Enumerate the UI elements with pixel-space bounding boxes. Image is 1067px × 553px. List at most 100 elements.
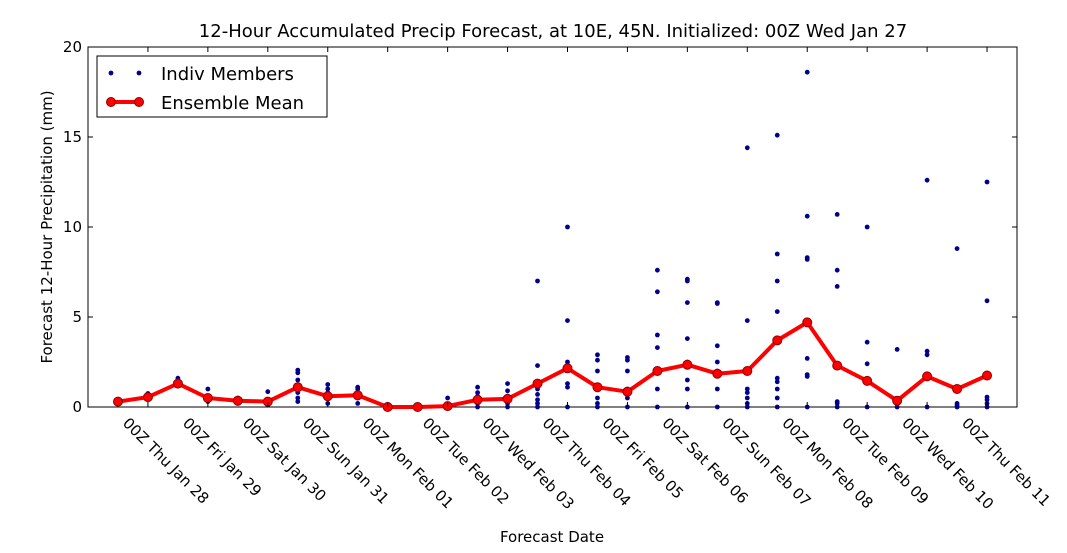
indiv-member-point <box>505 381 510 386</box>
indiv-member-point <box>535 397 540 403</box>
legend: Indiv Members Ensemble Mean <box>96 55 328 118</box>
indiv-member-point <box>804 69 810 75</box>
indiv-member-point <box>355 401 361 406</box>
legend-mean-marker <box>106 97 116 107</box>
indiv-member-point <box>774 375 780 381</box>
ensemble-mean-point <box>862 375 873 386</box>
ensemble-mean-point <box>112 396 123 407</box>
indiv-member-point <box>744 318 750 323</box>
indiv-member-point <box>774 278 780 284</box>
indiv-member-point <box>834 212 840 217</box>
indiv-member-point <box>744 386 750 392</box>
ensemble-mean-point <box>832 360 843 371</box>
indiv-member-point <box>684 300 690 305</box>
indiv-member-point <box>295 399 301 404</box>
indiv-member-point <box>774 404 780 410</box>
indiv-member-point <box>684 377 690 383</box>
indiv-member-point <box>774 309 780 314</box>
indiv-member-point <box>625 368 630 374</box>
indiv-member-point <box>654 386 660 392</box>
y-tick-label: 5 <box>72 308 82 326</box>
indiv-member-point <box>654 404 660 410</box>
indiv-member-point <box>565 359 570 365</box>
indiv-member-point <box>565 381 570 386</box>
indiv-member-point <box>595 368 600 374</box>
ensemble-mean-point <box>472 394 483 405</box>
legend-label-indiv: Indiv Members <box>161 64 294 85</box>
indiv-member-point <box>445 395 451 401</box>
indiv-member-point <box>684 336 690 341</box>
indiv-member-point <box>864 361 870 367</box>
ensemble-mean-point <box>172 378 183 389</box>
indiv-member-point <box>864 339 870 345</box>
y-axis: 0 5 10 15 20 <box>63 38 1017 416</box>
ensemble-mean-point <box>772 335 783 346</box>
ensemble-mean-point <box>952 384 963 394</box>
ensemble-mean-point <box>682 359 693 370</box>
indiv-member-point <box>894 347 900 352</box>
indiv-member-point <box>625 395 630 401</box>
indiv-member-point <box>205 386 211 392</box>
indiv-member-point <box>595 352 600 358</box>
indiv-member-point <box>894 404 900 410</box>
x-axis-label: Forecast Date <box>500 528 604 546</box>
ensemble-mean-point <box>802 317 813 328</box>
ensemble-mean-point <box>292 382 303 393</box>
indiv-member-point <box>535 392 540 397</box>
indiv-member-point <box>505 388 510 394</box>
y-tick-label: 0 <box>72 398 82 416</box>
indiv-member-point <box>834 399 840 404</box>
ensemble-mean-point <box>892 395 903 406</box>
ensemble-mean-point <box>352 390 363 401</box>
y-tick-label: 15 <box>63 128 82 146</box>
indiv-member-point <box>684 276 690 282</box>
indiv-member-point <box>654 267 660 273</box>
indiv-member-point <box>924 348 930 354</box>
indiv-member-point <box>984 394 990 400</box>
indiv-member-point <box>804 255 810 260</box>
ensemble-mean-point <box>742 366 753 376</box>
indiv-member-point <box>684 386 690 392</box>
indiv-member-point <box>595 395 600 401</box>
ensemble-mean-point <box>982 370 993 381</box>
indiv-member-point <box>714 343 720 349</box>
ensemble-mean-point <box>232 395 243 406</box>
indiv-member-point <box>595 401 600 406</box>
indiv-member-point <box>774 251 780 257</box>
indiv-member-point <box>774 379 780 385</box>
ensemble-mean-point <box>562 363 573 374</box>
indiv-member-point <box>654 289 660 295</box>
indiv-member-point <box>654 345 660 350</box>
indiv-member-point <box>565 224 570 230</box>
ensemble-mean-point <box>202 393 213 403</box>
indiv-member-point <box>744 390 750 395</box>
indiv-member-point <box>714 386 720 392</box>
indiv-member-point <box>834 267 840 273</box>
indiv-member-point <box>774 132 780 138</box>
indiv-member-point <box>924 352 930 358</box>
indiv-member-point <box>834 404 840 410</box>
indiv-member-point <box>834 284 840 289</box>
indiv-member-point <box>984 179 990 185</box>
indiv-member-point <box>714 359 720 365</box>
indiv-member-point <box>265 389 271 395</box>
ensemble-mean-point <box>622 386 633 397</box>
ensemble-mean-point <box>142 392 153 403</box>
indiv-member-point <box>325 386 331 392</box>
indiv-member-point <box>595 404 600 410</box>
ensemble-mean-point <box>592 382 603 393</box>
indiv-member-point <box>535 401 540 406</box>
indiv-member-point <box>295 377 301 383</box>
indiv-member-point <box>535 363 540 368</box>
indiv-member-point <box>864 224 870 230</box>
indiv-member-point <box>984 298 990 304</box>
indiv-member-point <box>804 372 810 377</box>
indiv-member-point <box>804 356 810 361</box>
indiv-member-point <box>924 177 930 183</box>
legend-box <box>96 55 328 118</box>
chart-title: 12-Hour Accumulated Precip Forecast, at … <box>199 21 907 42</box>
indiv-member-point <box>325 382 331 387</box>
ensemble-mean-point <box>412 402 423 412</box>
indiv-member-point <box>804 213 810 219</box>
